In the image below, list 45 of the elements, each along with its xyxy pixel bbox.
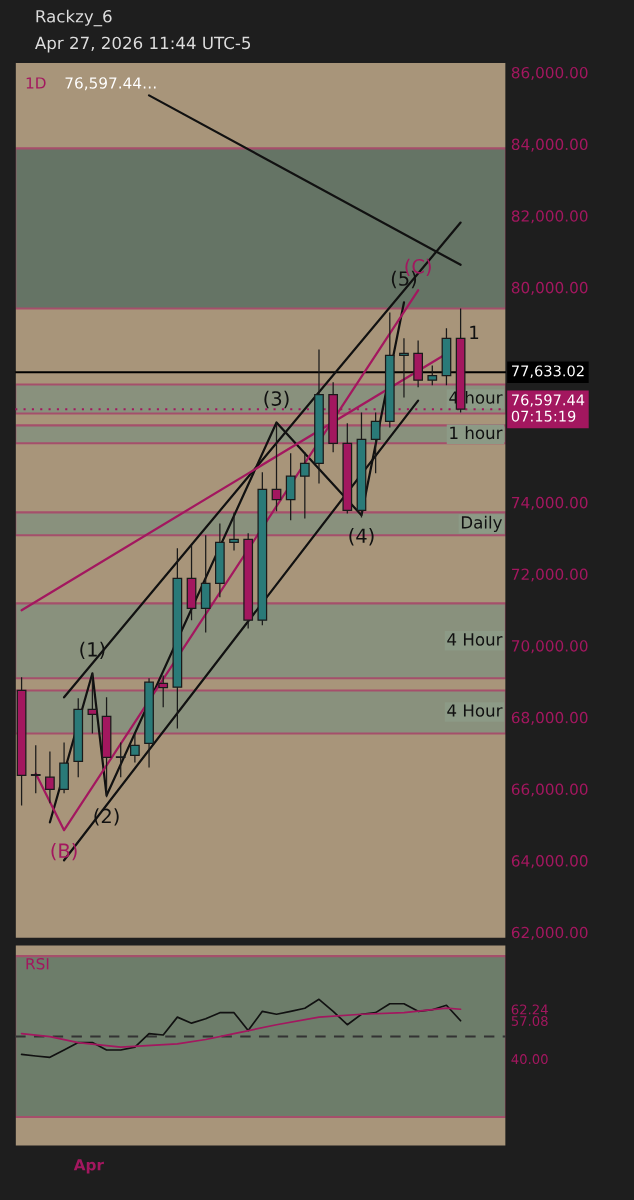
band-label: 4 Hour [447,633,503,646]
y-tick-label: 62,000.00 [511,926,588,940]
text: RSI [26,957,49,970]
y-tick-label: 82,000.00 [511,210,588,224]
line-series [20,998,462,1059]
candlestick [299,451,310,520]
text: Apr 27, 2026 11:44 UTC-5 [35,36,251,53]
y-tick-label: 40.00 [511,1054,548,1065]
band-label: 1 hour [450,426,503,440]
y-tick-label: 57.08 [511,1015,548,1026]
ref-line-label: 77,633.02 [512,365,584,378]
candlestick [399,337,409,399]
annotation: (3) [264,390,289,409]
y-tick-label: 62.24 [511,1004,548,1015]
candlestick [158,674,169,708]
y-tick-label: 86,000.00 [511,66,588,81]
y-tick-label: 68,000.00 [511,711,588,725]
candlestick [271,421,282,512]
y-tick-label: 84,000.00 [511,138,588,152]
annotation: (4) [349,528,374,546]
band-label: Daily [461,515,502,532]
y-tick-label: 72,000.00 [512,568,588,582]
line-series [20,1007,462,1048]
candlestick [87,672,98,735]
annotation: (1) [80,641,105,659]
text: 1 [470,325,479,339]
y-tick-label: 80,000.00 [511,281,588,295]
text: Rackzy_6 [36,9,112,27]
candlestick [130,732,140,764]
y-tick-label: 70,000.00 [512,640,588,654]
candlestick [45,750,55,804]
y-tick-label: 64,000.00 [511,855,588,869]
text: 1D [26,77,46,89]
y-tick-label: 66,000.00 [511,783,588,797]
candlestick [427,364,438,386]
text: Apr [73,1159,104,1174]
ref-line-label: 76,597.44 07:15:19 [511,394,585,422]
candlestick [30,744,41,794]
text: 76,597.44… [65,77,156,91]
candlestick [285,452,296,521]
candlestick [229,511,239,552]
y-tick-label: 74,000.00 [512,496,588,510]
band-label: 4 Hour [447,704,503,717]
candlestick [115,741,126,778]
candlestick [370,411,381,474]
